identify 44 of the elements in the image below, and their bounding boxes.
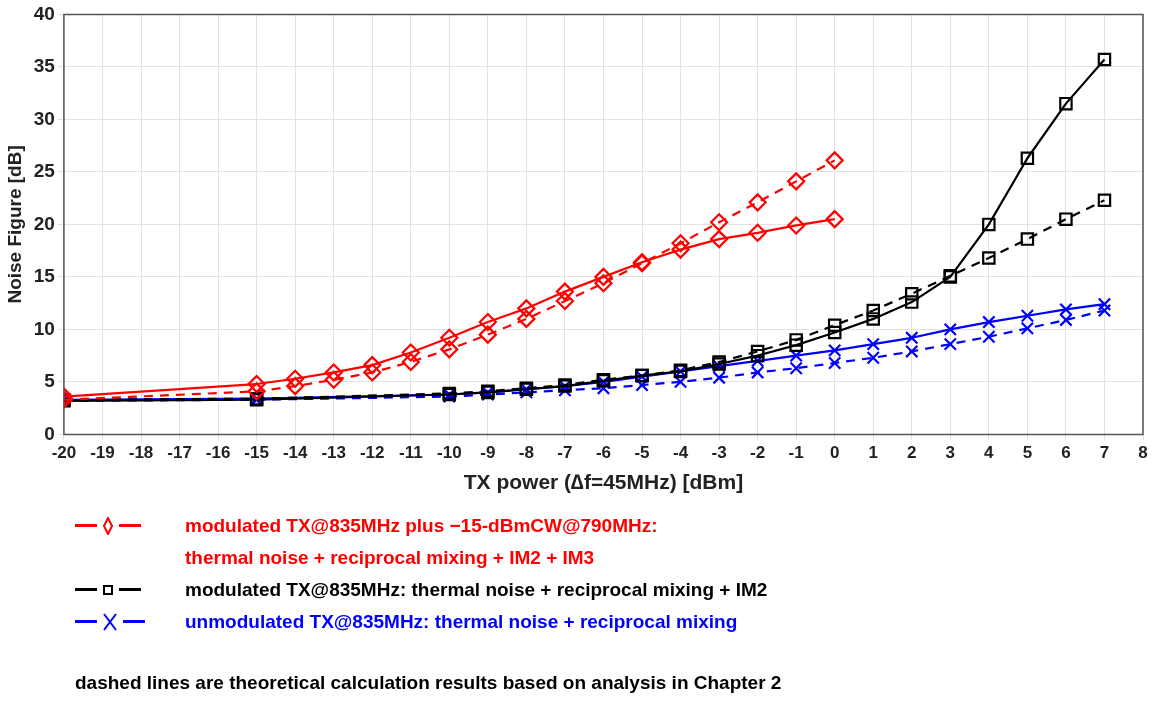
y-tick-label: 15: [33, 265, 56, 287]
y-axis-title: Noise Figure [dB]: [3, 145, 25, 304]
x-tick-label: -18: [128, 443, 154, 463]
y-tick-label: 30: [33, 107, 55, 129]
x-tick-label: -16: [205, 443, 231, 463]
x-tick-label: 2: [907, 443, 917, 463]
y-tick-label: 20: [33, 212, 55, 234]
y-tick-label: 10: [33, 317, 55, 339]
x-tick-label: 1: [868, 443, 878, 463]
x-tick-label: -17: [167, 443, 192, 463]
text: dashed lines are theoretical calculation results based on analysis in Chapter 2: [75, 672, 782, 694]
x-tick-label: 8: [1138, 443, 1148, 463]
y-tick-label: 5: [44, 370, 56, 392]
y-tick-label: 25: [33, 160, 56, 182]
x-tick-label: -2: [750, 443, 766, 463]
x-tick-label: -5: [634, 443, 650, 463]
legend-label: modulated TX@835MHz plus −15-dBmCW@790MHz: thermal noise + reciprocal mixing + IM2 + IM3: [185, 514, 658, 570]
x-tick-label: -10: [437, 443, 462, 463]
x-tick-label: -1: [788, 443, 804, 463]
x-tick-label: -6: [595, 443, 612, 463]
legend-label: unmodulated TX@835MHz: thermal noise + reciprocal mixing: [185, 610, 738, 634]
x-tick-label: 0: [829, 443, 840, 463]
y-tick-label: 35: [33, 55, 56, 77]
x-tick-label: 7: [1099, 443, 1110, 463]
x-tick-label: 4: [984, 443, 995, 463]
x-axis-title: TX power (∆f=45MHz) [dBm]: [463, 470, 744, 494]
x-tick-label: 6: [1061, 443, 1071, 463]
x-tick-label: -4: [672, 443, 689, 463]
y-tick-label: 40: [33, 2, 55, 24]
x-tick-label: -9: [480, 443, 496, 463]
x-tick-label: -11: [398, 443, 423, 463]
x-tick-label: -13: [321, 443, 346, 463]
x-tick-label: -14: [282, 443, 308, 463]
x-tick-label: -20: [51, 443, 77, 463]
x-tick-label: 3: [945, 443, 956, 463]
x-tick-label: -7: [557, 443, 573, 463]
legend-label: modulated TX@835MHz: thermal noise + reciprocal mixing + IM2: [185, 578, 768, 602]
x-tick-label: -15: [244, 443, 269, 463]
y-tick-label: 0: [44, 422, 55, 444]
x-tick-label: 5: [1022, 443, 1033, 463]
x-tick-label: -12: [359, 443, 385, 463]
x-tick-label: -19: [90, 443, 115, 463]
x-tick-label: -3: [711, 443, 727, 463]
x-tick-label: -8: [518, 443, 534, 463]
